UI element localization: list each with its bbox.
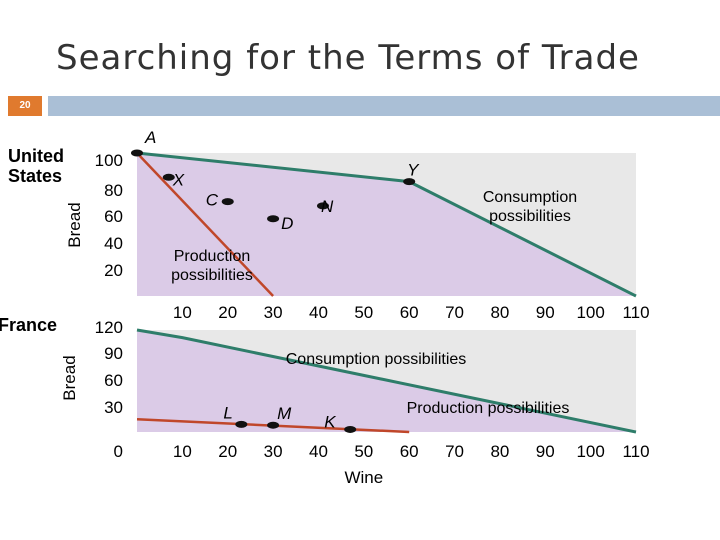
x-tick-label: 50 (354, 442, 373, 461)
production-line (136, 152, 274, 297)
y-tick-label: 90 (104, 344, 123, 363)
point-label-k: K (324, 412, 336, 431)
annotation-label: possibilities (171, 267, 253, 284)
y-tick-label: 0 (114, 442, 123, 461)
x-tick-label: 40 (309, 442, 328, 461)
x-tick-label: 10 (173, 303, 192, 322)
x-tick-label: 70 (445, 303, 464, 322)
slide-title: Searching for the Terms of Trade (56, 38, 640, 78)
x-tick-label: 60 (400, 303, 419, 322)
y-tick-label: 120 (95, 318, 123, 337)
x-tick-label: 50 (354, 303, 373, 322)
x-tick-label: 40 (309, 303, 328, 322)
point-d (267, 215, 280, 223)
y-tick-label: 100 (95, 151, 123, 170)
point-label-a: A (144, 128, 156, 147)
point-label-y: Y (407, 161, 420, 180)
point-label-d: D (281, 214, 293, 233)
annotation-label: Consumption possibilities (286, 351, 467, 368)
point-label-x: X (172, 170, 185, 189)
point-n (316, 202, 329, 210)
x-axis-label: Wine (344, 468, 383, 487)
point-x (162, 173, 175, 181)
y-tick-label: 60 (104, 371, 123, 390)
point-label-c: C (206, 191, 219, 210)
x-tick-label: 10 (173, 442, 192, 461)
x-tick-label: 90 (536, 442, 555, 461)
chart-title: States (8, 166, 62, 186)
x-tick-label: 60 (400, 442, 419, 461)
point-a (131, 149, 143, 157)
x-tick-label: 100 (576, 442, 604, 461)
point-y (403, 178, 416, 186)
annotation-label: Production possibilities (407, 400, 570, 417)
y-tick-label: 30 (104, 398, 123, 417)
point-l (235, 420, 248, 428)
annotation-label: Consumption (483, 189, 577, 206)
x-tick-label: 90 (536, 303, 555, 322)
point-m (267, 421, 280, 429)
y-tick-label: 80 (104, 181, 123, 200)
chart-title: United (8, 146, 64, 166)
x-tick-label: 80 (490, 303, 509, 322)
point-label-l: L (223, 403, 232, 422)
x-tick-label: 80 (490, 442, 509, 461)
x-tick-label: 100 (576, 303, 604, 322)
x-tick-label: 30 (264, 442, 283, 461)
x-tick-label: 20 (218, 442, 237, 461)
x-tick-label: 30 (264, 303, 283, 322)
x-tick-label: 110 (622, 442, 649, 461)
annotation-label: Production (174, 248, 251, 265)
point-label-m: M (277, 404, 292, 423)
consumption-region (137, 153, 636, 296)
y-tick-label: 20 (104, 261, 123, 280)
point-k (344, 425, 357, 433)
x-tick-label: 20 (218, 303, 237, 322)
slide-number: 20 (8, 96, 42, 116)
x-tick-label: 110 (622, 303, 649, 322)
x-tick-label: 70 (445, 442, 464, 461)
consumption-line (136, 328, 637, 434)
y-axis-label: Bread (60, 355, 79, 400)
point-label-n: N (321, 197, 334, 216)
point-c (221, 198, 234, 206)
y-axis-label: Bread (65, 202, 84, 247)
france-chart: France Bread 120 90 60 30 0 10 20 30 40 50 60 70 80 90 1… (0, 315, 650, 487)
chart-title: France (0, 315, 57, 335)
header-bar (48, 96, 720, 116)
y-tick-label: 40 (104, 234, 123, 253)
y-tick-label: 60 (104, 207, 123, 226)
annotation-label: possibilities (489, 208, 571, 225)
